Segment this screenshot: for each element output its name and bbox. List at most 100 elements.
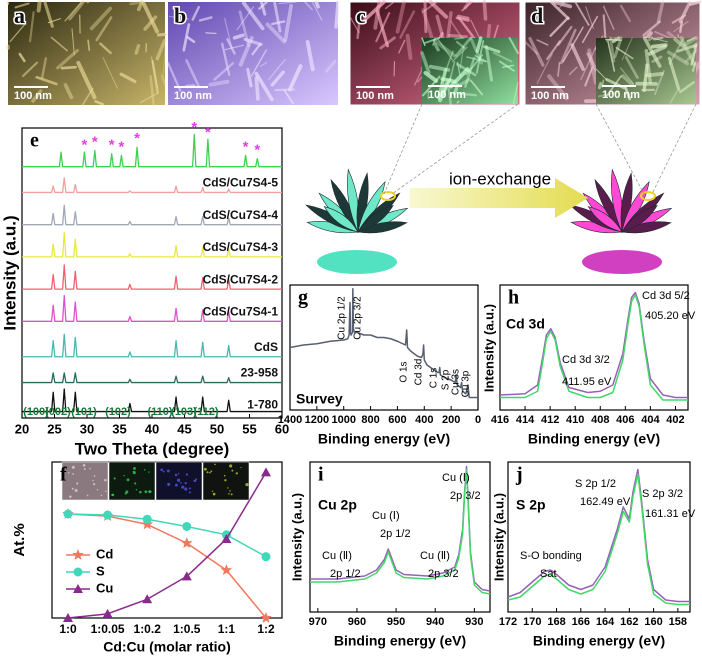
annotation: 405.20 eV [645,310,696,322]
inset-speck [212,492,216,496]
texture-streak [278,1,297,5]
texture-streak [605,36,617,42]
texture-streak [421,8,434,41]
panel-label: b [174,3,186,28]
peak-star: * [205,124,211,141]
inset-speck [104,478,107,482]
texture-streak [482,0,488,21]
data-line [507,473,690,606]
texture-streak [446,78,452,106]
peak-star: * [254,142,260,159]
texture-streak [676,43,698,53]
texture-streak [238,35,254,67]
inset-speck [209,471,211,474]
x-axis-title: Binding energy (eV) [334,633,466,649]
texture-streak [692,42,698,49]
annotation: C 1s [429,368,440,389]
scale-label: 100 nm [174,90,212,102]
texture-streak [273,0,282,33]
inset-speck [180,481,182,484]
texture-streak [690,45,698,66]
texture-streak [447,33,468,39]
data-line [67,513,267,619]
texture-streak [191,5,201,21]
texture-streak [607,40,616,72]
panel-label: e [30,130,39,152]
x-tick-label: 414 [516,414,535,426]
scale-label: 100 nm [14,90,52,102]
data-point [261,467,271,477]
x-tick-label: 30 [80,421,94,436]
annotation: Cd 3d 3/2 [562,354,610,366]
inset-speck [228,492,230,495]
texture-streak [9,22,27,43]
annotation: Sat [540,568,557,580]
inset-speck [123,474,125,477]
texture-streak [18,52,26,63]
texture-streak [619,4,632,23]
texture-streak [423,70,439,83]
x-tick-label: 1200 [305,414,329,426]
inset-speck [223,474,226,477]
texture-streak [155,39,167,61]
plot-frame [499,284,689,411]
texture-streak [679,81,696,94]
texture-streak [549,0,570,20]
inset-speck [193,480,195,482]
texture-streak [679,36,697,67]
leaf [357,204,394,233]
inset-speck [160,468,164,472]
x-tick-label: 406 [616,414,634,426]
panel-label: a [14,3,25,28]
texture-streak [470,79,484,96]
inset-speck [229,490,231,492]
inset-speck [210,470,213,473]
texture-streak [14,2,30,9]
texture-streak [581,15,599,44]
annotation: Cu (Ⅰ) [372,510,400,522]
texture-streak [683,36,698,47]
texture-streak [156,32,167,37]
annotation: S 2p [441,369,452,390]
texture-streak [186,36,196,43]
data-point [182,521,192,531]
texture-streak [421,37,426,47]
series-label: CdS/Cu7S4-4 [203,208,279,222]
zoom-guide [383,103,423,195]
x-tick-label: 158 [669,616,687,628]
texture-streak [568,66,578,76]
texture-streak [71,28,75,56]
texture-streak [139,93,158,104]
annotation: S-O bonding [520,550,582,562]
inset-speck [195,478,198,481]
inset-speck [111,493,115,497]
texture-streak [523,40,539,55]
texture-streak [678,1,692,24]
texture-streak [508,36,519,55]
series-label: CdS [254,340,278,354]
texture-streak [304,1,313,11]
inset-speck [144,490,148,494]
texture-streak [642,63,649,92]
texture-streak [684,49,698,63]
texture-streak [549,16,570,37]
texture-streak [143,15,158,31]
x-tick-label: 170 [523,616,541,628]
texture-streak [87,39,91,51]
annotation: Survey [296,391,343,407]
series-label: 1-780 [247,398,278,412]
annotation: Cu (Ⅰ) [442,472,470,484]
texture-streak [536,39,549,46]
data-point [72,549,84,560]
scale-label: 100 nm [356,90,394,102]
texture-streak [436,37,453,61]
inset-speck [224,479,227,482]
texture-streak [651,37,668,43]
texture-streak [94,100,105,106]
texture-streak [198,16,213,22]
texture-streak [22,61,39,77]
inset-speck [83,468,86,471]
annotation: O 1s [399,361,410,382]
zoom-guide [595,103,645,195]
texture-streak [31,89,43,103]
